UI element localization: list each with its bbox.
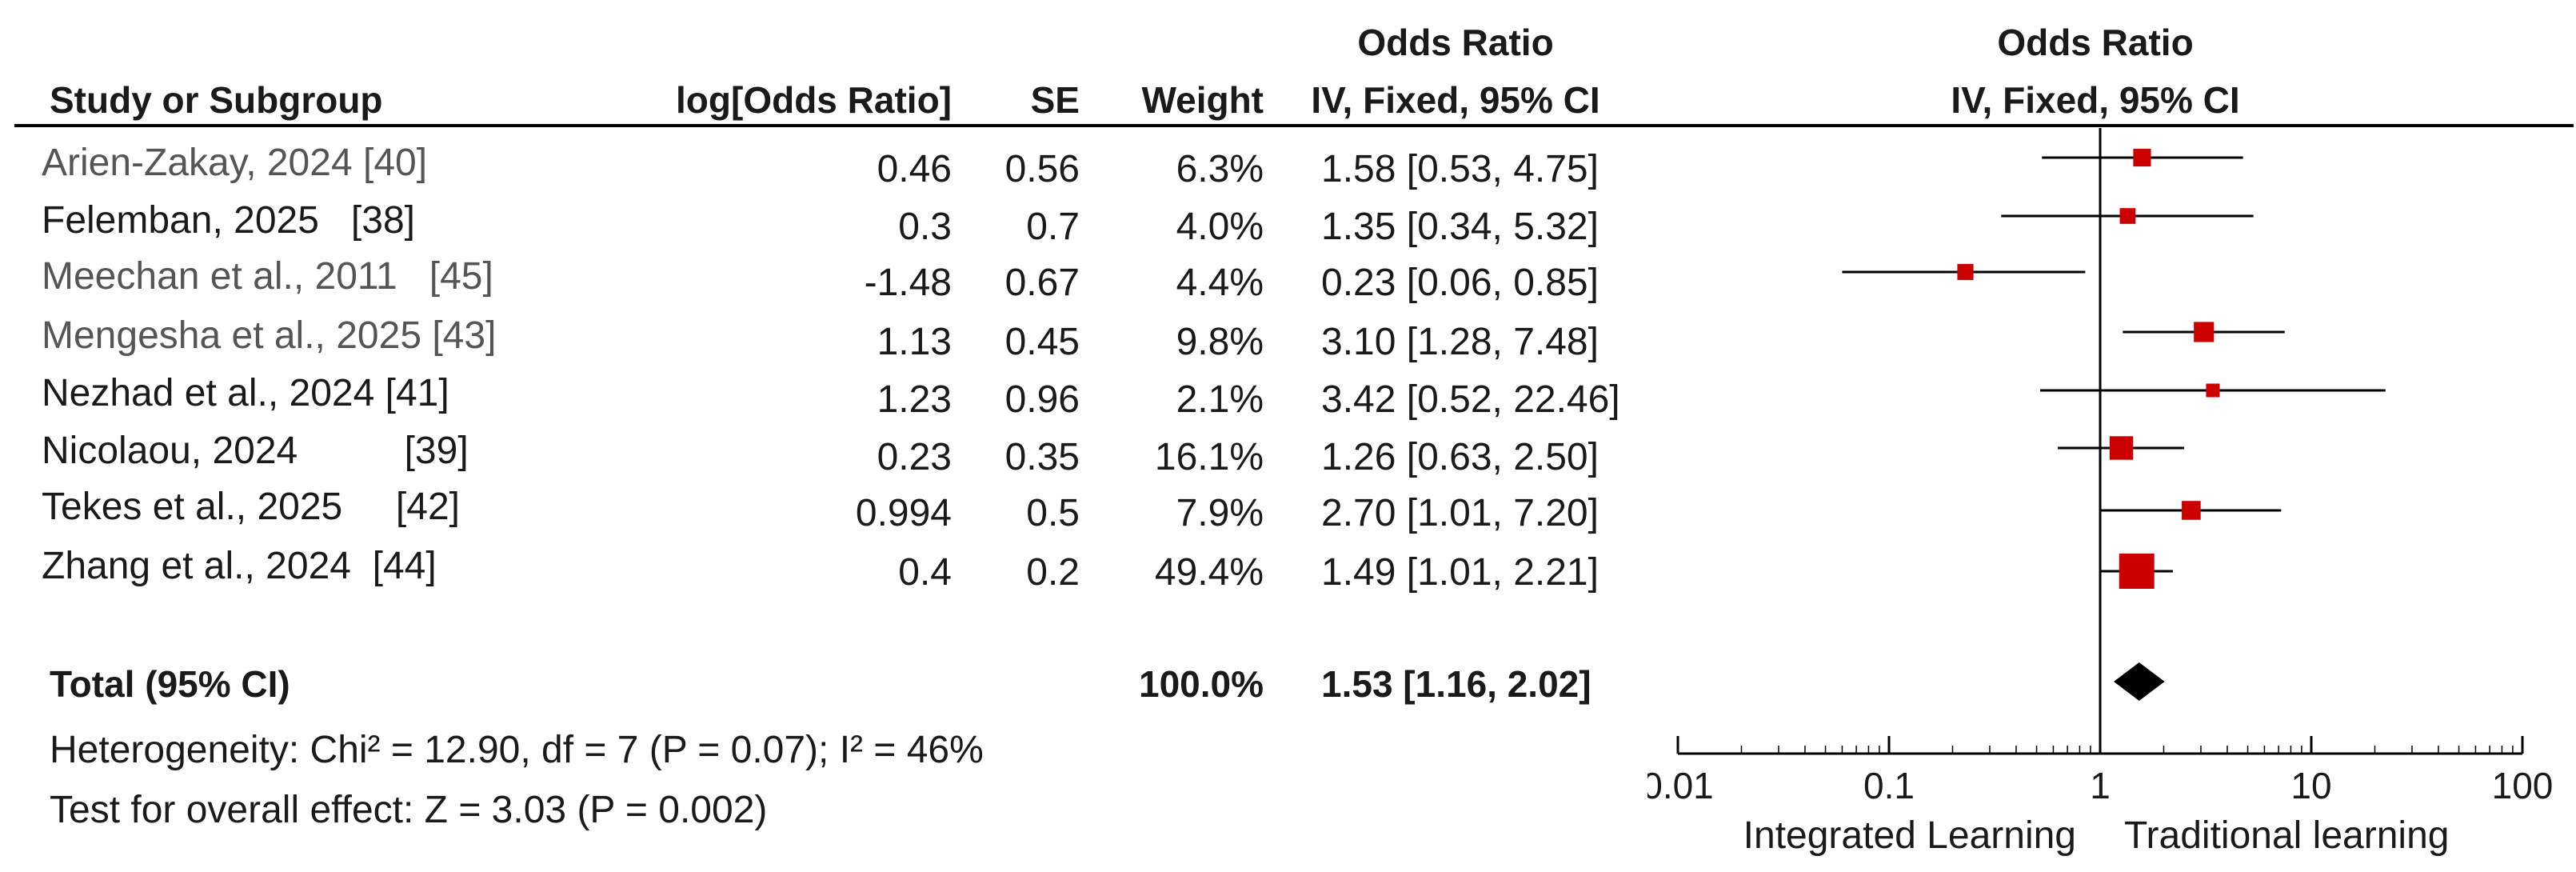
se-value: 0.67: [1004, 262, 1080, 304]
table-row: Nicolaou, 2024 [39] 0.23 0.35 16.1% 1.26…: [0, 429, 1647, 478]
se-value: 0.5: [1026, 492, 1080, 534]
study-name: Arien-Zakay, 2024 [40]: [42, 142, 428, 184]
se-value: 0.35: [1004, 436, 1080, 478]
right-favour-label: Traditional learning: [2124, 814, 2449, 857]
weight-value: 16.1%: [1154, 436, 1264, 478]
weight-value: 4.4%: [1176, 262, 1264, 304]
or-ci-value: 1.26 [0.63, 2.50]: [1321, 436, 1599, 478]
or-ci-value: 3.10 [1.28, 7.48]: [1321, 321, 1599, 363]
log-or-value: 0.994: [855, 492, 952, 534]
se-value: 0.96: [1004, 378, 1080, 421]
or-ci-value: 1.49 [1.01, 2.21]: [1321, 551, 1599, 594]
weight-value: 2.1%: [1176, 378, 1264, 421]
pooled-diamond: [2114, 662, 2165, 701]
study-marker: [1957, 263, 1974, 281]
weight-column-header: Weight: [1141, 79, 1264, 121]
table-row: Felemban, 2025 [38] 0.3 0.7 4.0% 1.35 [0…: [0, 198, 1647, 248]
study-name: Mengesha et al., 2025 [43]: [42, 314, 497, 357]
table-row: Nezhad et al., 2024 [41] 1.23 0.96 2.1% …: [0, 371, 1647, 421]
plot-title: Odds Ratio: [1997, 22, 2194, 63]
log-or-value: 0.3: [898, 206, 952, 248]
se-value: 0.45: [1004, 321, 1080, 363]
left-favour-label: Integrated Learning: [1743, 814, 2076, 857]
log-or-value: 1.13: [877, 321, 952, 363]
or-ci-value: 0.23 [0.06, 0.85]: [1321, 262, 1599, 304]
weight-value: 7.9%: [1176, 492, 1264, 534]
study-name: Nezhad et al., 2024 [41]: [42, 372, 449, 414]
x-tick-label: 0.01: [1647, 765, 1714, 806]
log-or-value: 0.23: [877, 436, 952, 478]
weight-value: 6.3%: [1176, 148, 1264, 190]
log-or-value: 0.4: [898, 551, 952, 594]
x-tick-label: 0.1: [1863, 765, 1915, 806]
study-name: Zhang et al., 2024 [44]: [42, 545, 437, 587]
study-marker: [2119, 208, 2136, 224]
study-name: Felemban, 2025 [38]: [42, 199, 415, 242]
table-row: Mengesha et al., 2025 [43] 1.13 0.45 9.8…: [0, 314, 1647, 363]
study-marker: [2182, 501, 2201, 520]
table-row: Arien-Zakay, 2024 [40] 0.46 0.56 6.3% 1.…: [0, 141, 1647, 190]
se-value: 0.7: [1026, 206, 1080, 248]
se-column-header: SE: [1030, 79, 1080, 121]
study-marker: [2133, 148, 2151, 167]
x-tick-label: 10: [2290, 765, 2331, 806]
weight-value: 4.0%: [1176, 206, 1264, 248]
x-tick-label: 100: [2492, 765, 2554, 806]
log-or-value: -1.48: [864, 262, 952, 304]
or-ci-value: 3.42 [0.52, 22.46]: [1321, 378, 1620, 421]
forest-plot: 0.01 0.1 1 10 100 Integrated Learning Traditio…: [1647, 128, 2554, 857]
or-column-title: Odds Ratio: [1357, 22, 1554, 63]
or-method-header: IV, Fixed, 95% CI: [1311, 79, 1600, 121]
se-value: 0.56: [1004, 148, 1080, 190]
or-ci-value: 1.58 [0.53, 4.75]: [1321, 148, 1599, 190]
overall-effect-text: Test for overall effect: Z = 3.03 (P = 0…: [50, 789, 768, 831]
study-marker: [2119, 554, 2155, 589]
study-marker: [2109, 436, 2134, 460]
table-row: Zhang et al., 2024 [44] 0.4 0.2 49.4% 1.…: [0, 544, 1647, 594]
study-column-header: Study or Subgroup: [50, 79, 383, 121]
study-marker: [2206, 383, 2220, 398]
study-name: Nicolaou, 2024 [39]: [42, 430, 469, 472]
or-ci-value: 1.35 [0.34, 5.32]: [1321, 206, 1599, 248]
or-ci-value: 2.70 [1.01, 7.20]: [1321, 492, 1599, 534]
table-row: Tekes et al., 2025 [42] 0.994 0.5 7.9% 2…: [0, 485, 1647, 534]
study-marker: [2194, 322, 2215, 342]
plot-method-header: IV, Fixed, 95% CI: [1951, 79, 2240, 121]
weight-value: 49.4%: [1154, 551, 1264, 594]
table-row: Meechan et al., 2011 [45] -1.48 0.67 4.4…: [0, 254, 1647, 304]
header-rule: [14, 124, 2574, 127]
total-or-ci: 1.53 [1.16, 2.02]: [1321, 663, 1592, 705]
study-name: Tekes et al., 2025 [42]: [42, 486, 460, 528]
total-label: Total (95% CI): [50, 663, 290, 705]
heterogeneity-text: Heterogeneity: Chi² = 12.90, df = 7 (P =…: [50, 729, 984, 771]
log-or-value: 1.23: [877, 378, 952, 421]
se-value: 0.2: [1026, 551, 1080, 594]
total-weight: 100.0%: [1138, 663, 1264, 705]
study-name: Meechan et al., 2011 [45]: [42, 255, 493, 298]
log-or-column-header: log[Odds Ratio]: [676, 79, 952, 121]
weight-value: 9.8%: [1176, 321, 1264, 363]
x-tick-label: 1: [2090, 765, 2111, 806]
log-or-value: 0.46: [877, 148, 952, 190]
